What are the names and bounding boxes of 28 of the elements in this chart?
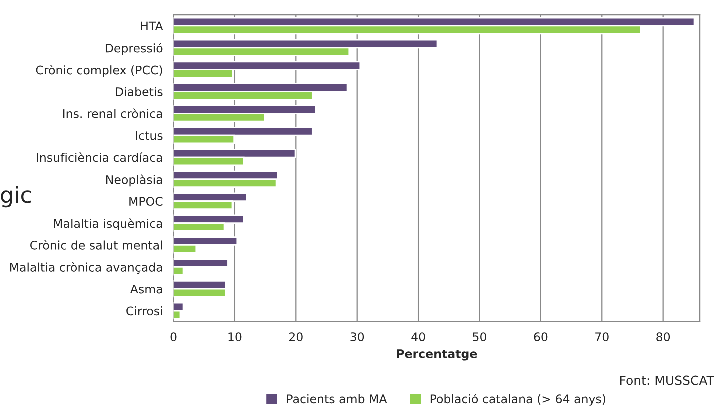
y-tick-label: Asma (130, 284, 162, 294)
legend-label: Pacients amb MA (287, 394, 388, 404)
y-tick-label: HTA (141, 22, 164, 30)
y-tick-label: Neoplàsia (106, 174, 162, 187)
x-tick-label: 0 (170, 332, 177, 342)
x-tick-label: 50 (473, 332, 486, 342)
y-tick-label: Depressió (106, 43, 163, 56)
y-tick-label: Ins. renal crònica (63, 108, 162, 118)
y-tick-label: Malaltia isquèmica (54, 218, 162, 230)
x-tick-label: 30 (350, 332, 364, 342)
x-tick-label: 80 (656, 332, 670, 342)
y-tick-label: Crònic complex (PCC) (36, 65, 162, 78)
x-tick-label: 40 (412, 332, 426, 342)
x-axis-title: Percentatge (397, 350, 478, 361)
y-tick-label: Ictus (136, 131, 163, 140)
text: gic (1, 186, 32, 208)
y-tick-label: Diabetis (116, 87, 163, 96)
y-tick-label: Insuficiència cardíaca (37, 152, 162, 162)
y-tick-label: Malaltia crònica avançada (10, 262, 162, 274)
x-tick-label: 60 (534, 332, 548, 342)
y-tick-label: MPOC (130, 197, 163, 206)
y-tick-label: Cirrosi (126, 306, 162, 316)
x-tick-label: 70 (596, 332, 609, 342)
legend-label: Població catalana (> 64 anys) (430, 394, 606, 406)
y-tick-label: Crònic de salut mental (30, 240, 162, 250)
x-tick-label: 20 (290, 332, 303, 342)
text: Font: MUSSCAT (620, 376, 714, 386)
x-tick-label: 10 (228, 332, 242, 342)
